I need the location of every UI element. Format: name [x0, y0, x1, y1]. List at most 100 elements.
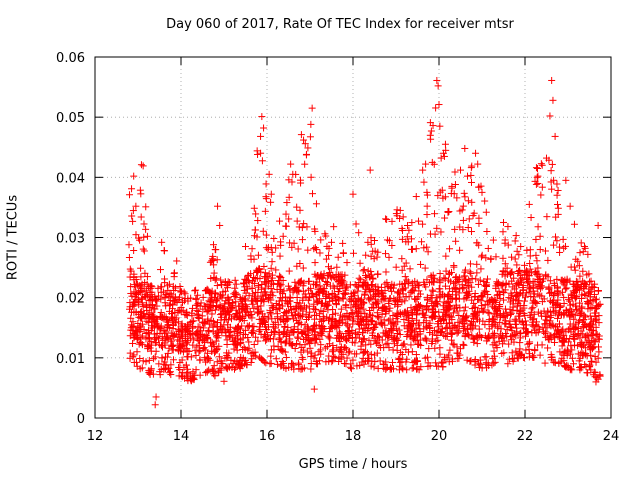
data-point: [591, 352, 599, 360]
data-point: [140, 220, 148, 228]
data-point: [594, 354, 602, 362]
data-point: [487, 255, 495, 263]
data-point: [556, 248, 564, 256]
data-point: [532, 251, 540, 259]
data-point: [532, 164, 540, 172]
data-point: [276, 252, 284, 260]
data-point: [482, 254, 490, 262]
data-point: [388, 287, 396, 295]
data-point: [258, 157, 266, 165]
data-point: [453, 343, 461, 351]
data-point: [484, 308, 492, 316]
data-point: [407, 235, 415, 243]
data-point: [189, 304, 197, 312]
data-point: [171, 331, 179, 339]
data-point: [293, 333, 301, 341]
data-point: [527, 214, 535, 222]
data-point: [523, 246, 531, 254]
data-point: [551, 132, 559, 140]
data-point: [203, 368, 211, 376]
data-point: [417, 260, 425, 268]
data-point: [489, 236, 497, 244]
data-point: [454, 318, 462, 326]
data-point: [328, 348, 336, 356]
data-point: [258, 113, 266, 121]
data-point: [461, 303, 469, 311]
data-point: [165, 280, 173, 288]
data-point: [427, 135, 435, 143]
data-point: [383, 215, 391, 223]
data-point: [239, 294, 247, 302]
data-point: [475, 325, 483, 333]
data-point: [543, 213, 551, 221]
data-point: [282, 210, 290, 218]
data-point: [581, 333, 589, 341]
data-point: [475, 309, 483, 317]
data-point: [435, 101, 443, 109]
data-point: [162, 302, 170, 310]
data-point: [439, 363, 447, 371]
data-point: [394, 301, 402, 309]
data-point: [577, 239, 585, 247]
data-point: [573, 306, 581, 314]
data-point: [368, 281, 376, 289]
data-point: [587, 351, 595, 359]
data-point: [276, 334, 284, 342]
data-point: [342, 320, 350, 328]
data-point: [362, 251, 370, 259]
data-point: [355, 229, 363, 237]
data-point: [382, 268, 390, 276]
data-point: [417, 363, 425, 371]
data-point: [268, 248, 276, 256]
data-point: [551, 233, 559, 241]
data-point: [533, 165, 541, 173]
data-point: [560, 293, 568, 301]
data-point: [376, 357, 384, 365]
data-point: [473, 340, 481, 348]
data-point: [156, 266, 164, 274]
data-point: [341, 290, 349, 298]
data-point: [512, 296, 520, 304]
data-point: [266, 309, 274, 317]
data-point: [423, 211, 431, 219]
data-point: [367, 316, 375, 324]
data-point: [485, 309, 493, 317]
data-point: [250, 304, 258, 312]
y-tick-label: 0.01: [56, 352, 85, 367]
y-tick-label: 0.05: [56, 111, 85, 126]
data-point: [427, 127, 435, 135]
data-point: [126, 191, 134, 199]
data-point: [216, 221, 224, 229]
data-point: [460, 295, 468, 303]
data-point: [504, 223, 512, 231]
data-point: [282, 222, 290, 230]
data-point: [137, 213, 145, 221]
data-point: [440, 274, 448, 282]
data-point: [530, 353, 538, 361]
data-point: [553, 180, 561, 188]
data-point: [389, 335, 397, 343]
data-point: [232, 280, 240, 288]
data-point: [533, 257, 541, 265]
data-point: [295, 365, 303, 373]
data-point: [587, 358, 595, 366]
data-point: [508, 327, 516, 335]
data-point: [407, 288, 415, 296]
chart-title: Day 060 of 2017, Rate Of TEC Index for r…: [166, 17, 514, 32]
data-point: [475, 363, 483, 371]
data-point: [268, 258, 276, 266]
data-point: [432, 104, 440, 112]
x-tick-label: 14: [173, 429, 190, 444]
data-point: [383, 278, 391, 286]
data-point: [385, 317, 393, 325]
data-point: [516, 339, 524, 347]
data-point: [423, 202, 431, 210]
data-point: [441, 282, 449, 290]
data-point: [481, 321, 489, 329]
data-point: [564, 347, 572, 355]
data-point: [407, 245, 415, 253]
data-point: [396, 331, 404, 339]
data-point: [125, 254, 133, 262]
data-point: [151, 353, 159, 361]
